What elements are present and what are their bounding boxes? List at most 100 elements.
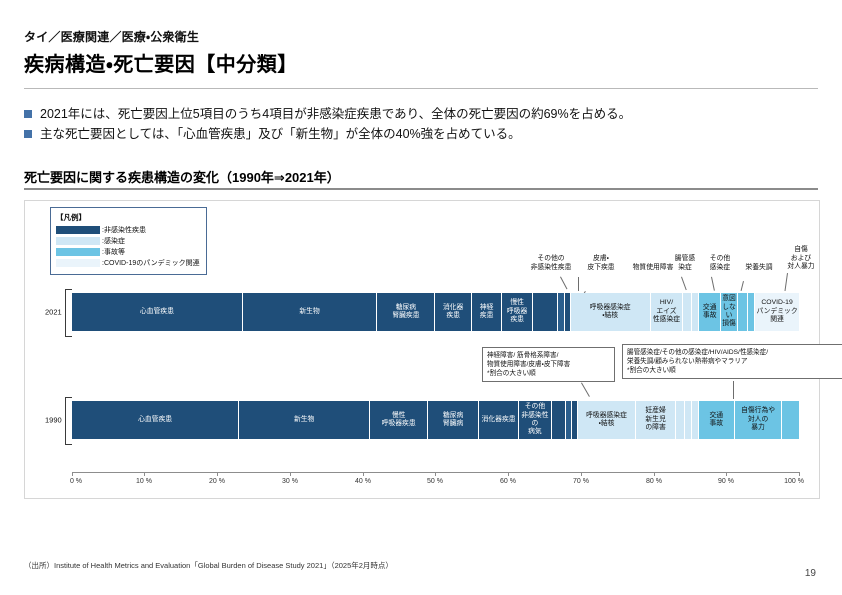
segment-2021-17-covid[interactable]: COVID-19 パンデミック 関連: [755, 293, 799, 331]
axis-tick-label-10: 10 %: [136, 478, 152, 485]
segment-2021-11-enteric[interactable]: [683, 293, 693, 331]
segment-1990-6[interactable]: [551, 401, 567, 439]
bullet-text: 2021年には、死亡要因上位5項目のうち4項目が非感染症疾患であり、全体の死亡要…: [40, 107, 632, 121]
legend-swatch-covid: [56, 259, 100, 267]
bar-row-2021: 2021 心血管疾患 新生物 糖尿病 腎臓疾患 消化器 疾患 神経 疾患 慢性 …: [45, 293, 799, 331]
segment-1990-7[interactable]: [566, 401, 573, 439]
segment-label: 交通 事故: [702, 303, 717, 319]
annotation-other-infection: その他 感染症: [709, 255, 731, 271]
segment-2021-9[interactable]: 呼吸器感染症 ・結核: [570, 293, 651, 331]
section-divider: [24, 188, 818, 190]
segment-1990-4[interactable]: 消化器疾患: [479, 401, 520, 439]
axis-tick: [654, 472, 655, 476]
annotation-other-ncd: その他の 非感染性疾患: [530, 255, 572, 271]
leader-line-other-infection: [711, 276, 715, 291]
chart-legend: 【凡例】 :非感染性疾患 :感染症 :事故等 :COVID-19のパンデミック関…: [50, 207, 207, 275]
legend-title: 【凡例】: [56, 213, 86, 222]
segment-1990-1[interactable]: 新生物: [239, 401, 371, 439]
segment-2021-0[interactable]: 心血管疾患: [72, 293, 243, 331]
legend-item-accident: :事故等: [56, 247, 201, 257]
bullet-list: 2021年には、死亡要因上位5項目のうち4項目が非感染症疾患であり、全体の死亡要…: [24, 104, 824, 144]
legend-label-accident: :事故等: [102, 249, 125, 256]
segment-1990-0[interactable]: 心血管疾患: [72, 401, 240, 439]
segment-label: 慢性 呼吸器 疾患: [506, 299, 528, 324]
segment-2021-16-self-harm[interactable]: [748, 293, 756, 331]
segment-label: 呼吸器感染症 ・結核: [589, 303, 631, 319]
segment-2021-10[interactable]: HIV/ エイズ 性感染症: [650, 293, 684, 331]
segment-label: 消化器 疾患: [442, 303, 464, 319]
legend-label-ncd: :非感染性疾患: [102, 227, 146, 234]
leader-line-self-harm: [784, 273, 788, 291]
stacked-bar-2021: 心血管疾患 新生物 糖尿病 腎臓疾患 消化器 疾患 神経 疾患 慢性 呼吸器 疾…: [72, 293, 799, 331]
axis-tick: [799, 472, 800, 476]
segment-label: その他 非感染性の 病気: [521, 403, 549, 436]
segment-2021-15-malnutrition[interactable]: [737, 293, 749, 331]
segment-label: 慢性 呼吸器疾患: [381, 411, 416, 427]
segment-1990-16[interactable]: [782, 401, 799, 439]
page-number: 19: [804, 568, 816, 579]
breadcrumb: タイ／医療関連／医療・公衆衛生: [24, 30, 200, 44]
segment-2021-2[interactable]: 糖尿病 腎臓疾患: [377, 293, 436, 331]
segment-2021-14[interactable]: 意図 しない 損傷: [721, 293, 738, 331]
legend-label-infection: :感染症: [102, 238, 125, 245]
year-label-2021: 2021: [45, 307, 62, 317]
segment-1990-8[interactable]: [572, 401, 578, 439]
segment-1990-12[interactable]: [684, 401, 693, 439]
bullet-text: 主な死亡要因としては、「心血管疾患」及び「新生物」が全体の40%強を占めている。: [40, 127, 521, 141]
segment-2021-13[interactable]: 交通 事故: [699, 293, 722, 331]
leader-line-callout-ncd: [581, 382, 590, 397]
segment-2021-3[interactable]: 消化器 疾患: [435, 293, 472, 331]
segment-label: 糖尿病 腎臓疾患: [392, 303, 420, 319]
segment-2021-5[interactable]: 慢性 呼吸器 疾患: [502, 293, 533, 331]
annotation-self-harm: 自傷 および 対人暴力: [787, 246, 815, 271]
segment-label: 妊産婦 新生児 の障害: [645, 407, 666, 432]
legend-swatch-infection: [56, 237, 100, 245]
callout-infection: 腸管感染症/その他の感染症/HIV/AIDS/性感染症/ 栄養失調/顧みられない…: [622, 344, 842, 379]
segment-label: 糖尿病 腎臓病: [442, 411, 464, 427]
axis-tick: [290, 472, 291, 476]
leader-line-skin: [578, 277, 579, 291]
segment-2021-6-other-ncd[interactable]: [532, 293, 558, 331]
axis-tick-label-90: 90 %: [718, 478, 734, 485]
segment-2021-8-substance[interactable]: [564, 293, 571, 331]
segment-1990-3[interactable]: 糖尿病 腎臓病: [428, 401, 480, 439]
segment-1990-11[interactable]: [676, 401, 685, 439]
segment-1990-10[interactable]: 妊産婦 新生児 の障害: [636, 401, 677, 439]
segment-label: 意図 しない 損傷: [722, 295, 736, 328]
segment-1990-9[interactable]: 呼吸器感染症 ・結核: [577, 401, 637, 439]
leader-line-callout-infection: [733, 381, 734, 399]
segment-label: 消化器疾患: [481, 415, 516, 423]
chart-container: 【凡例】 :非感染性疾患 :感染症 :事故等 :COVID-19のパンデミック関…: [24, 200, 842, 499]
axis-tick: [581, 472, 582, 476]
bullet-item: 2021年には、死亡要因上位5項目のうち4項目が非感染症疾患であり、全体の死亡要…: [24, 104, 824, 124]
legend-label-covid: :COVID-19のパンデミック関連: [102, 260, 200, 267]
leader-line-other-ncd: [560, 276, 568, 290]
segment-1990-13[interactable]: [692, 401, 699, 439]
segment-label: 心血管疾患: [139, 307, 174, 315]
bullet-marker-icon: [24, 110, 32, 118]
segment-1990-5[interactable]: その他 非感染性の 病気: [519, 401, 552, 439]
axis-tick-label-50: 50 %: [427, 478, 443, 485]
segment-2021-4[interactable]: 神経 疾患: [471, 293, 503, 331]
segment-2021-1[interactable]: 新生物: [242, 293, 378, 331]
stacked-bar-1990: 心血管疾患 新生物 慢性 呼吸器疾患 糖尿病 腎臓病 消化器疾患 その他 非感染…: [72, 401, 799, 439]
bracket-1990: [65, 397, 72, 445]
segment-label: 交通 事故: [709, 411, 724, 427]
title-divider: [24, 88, 818, 89]
axis-tick: [726, 472, 727, 476]
segment-label: 新生物: [293, 415, 315, 423]
axis-tick-label-60: 60 %: [500, 478, 516, 485]
axis-tick: [435, 472, 436, 476]
annotation-substance-use: 物質使用障害: [632, 264, 674, 271]
segment-2021-7-skin[interactable]: [557, 293, 565, 331]
annotation-enteric: 腸管感 染症: [674, 255, 696, 271]
legend-swatch-ncd: [56, 226, 100, 234]
legend-item-infection: :感染症: [56, 236, 201, 246]
legend-item-covid: :COVID-19のパンデミック関連: [56, 258, 201, 268]
segment-1990-15[interactable]: 自傷行為や 対人の 暴力: [734, 401, 783, 439]
segment-1990-2[interactable]: 慢性 呼吸器疾患: [370, 401, 429, 439]
segment-2021-12-other-infection[interactable]: [692, 293, 700, 331]
section-heading: 死亡要因に関する疾患構造の変化（1990年⇒2021年）: [24, 170, 340, 185]
axis-tick-label-80: 80 %: [646, 478, 662, 485]
segment-1990-14[interactable]: 交通 事故: [698, 401, 735, 439]
